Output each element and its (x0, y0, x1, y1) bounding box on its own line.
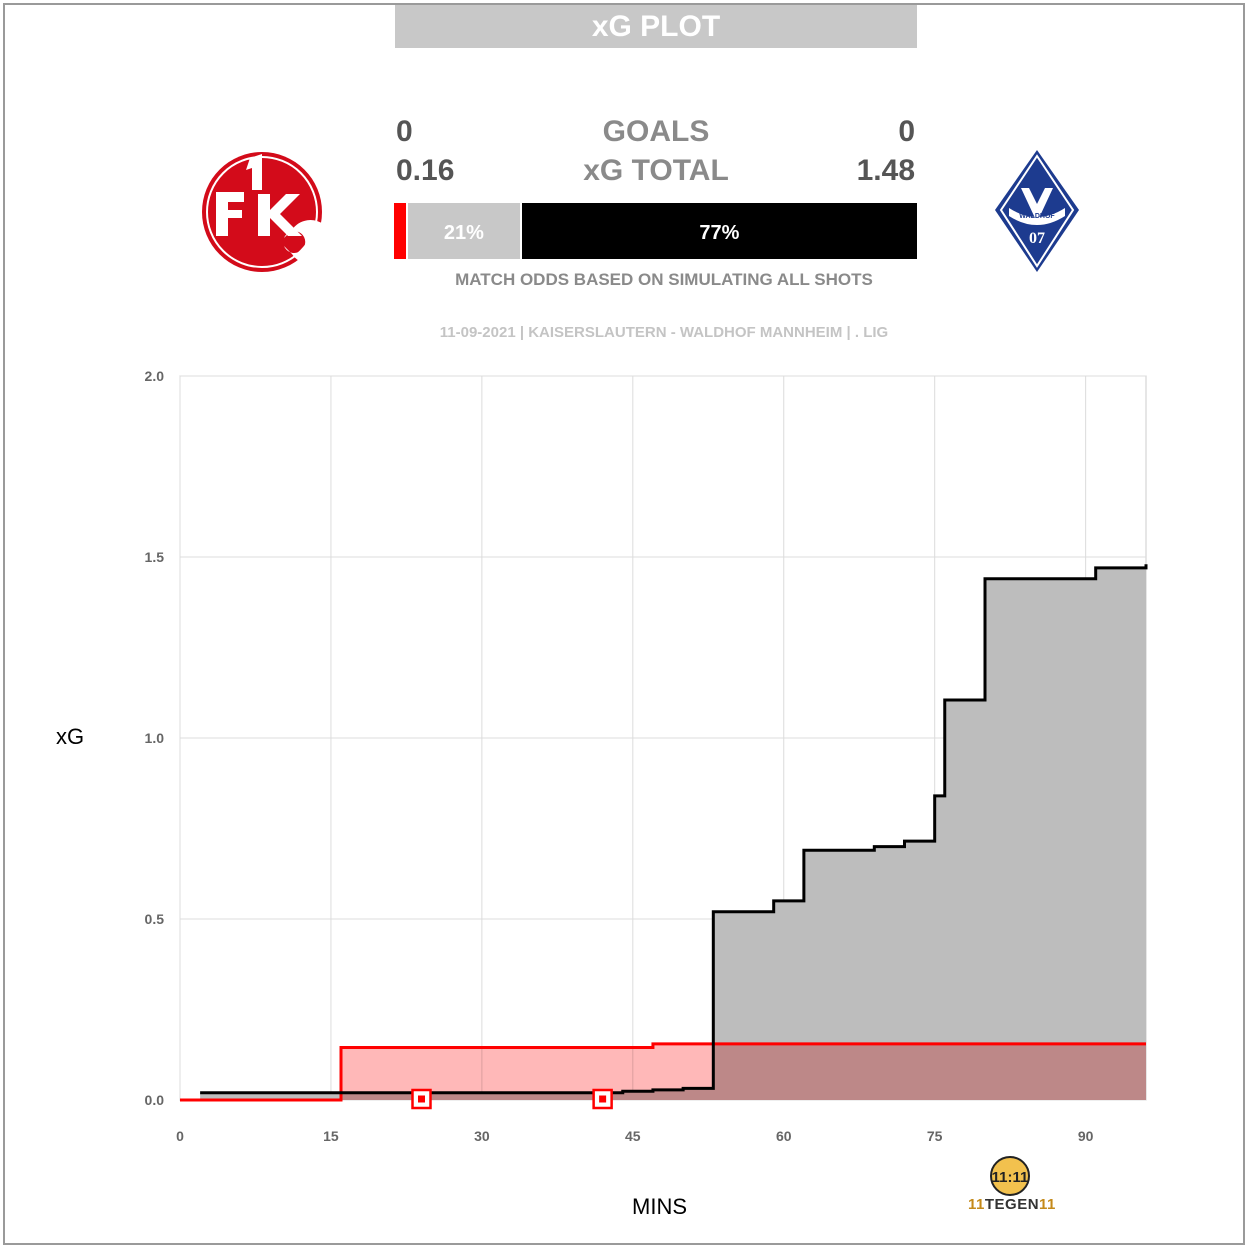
y-tick-label: 1.5 (145, 549, 165, 565)
11tegen11-logo-icon: 11:11 (990, 1156, 1030, 1196)
x-tick-label: 60 (776, 1128, 792, 1144)
y-axis-label: xG (56, 724, 85, 749)
y-tick-label: 2.0 (145, 368, 165, 384)
odds-away-segment: 77% (521, 203, 917, 259)
away-goals: 0 (898, 115, 915, 148)
logo-wordmark: 11TEGEN11 (968, 1196, 1056, 1213)
goal-marker-dot (418, 1095, 425, 1103)
waldhof-crest-icon: WALDHOF 07 (995, 150, 1079, 272)
odds-caption: MATCH ODDS BASED ON SIMULATING ALL SHOTS (455, 270, 873, 289)
x-tick-label: 90 (1078, 1128, 1094, 1144)
fck-crest-icon (202, 152, 324, 272)
svg-text:11:11: 11:11 (992, 1169, 1029, 1186)
home-xg-area (180, 1043, 1146, 1100)
x-tick-label: 45 (625, 1128, 641, 1144)
y-tick-label: 0.5 (145, 911, 165, 927)
x-axis-label: MINS (632, 1194, 687, 1219)
goals-label: GOALS (602, 115, 710, 148)
home-crest (202, 152, 324, 272)
home-goals: 0 (396, 115, 413, 148)
odds-home-segment (394, 203, 406, 259)
odds-draw-segment: 21% (408, 203, 520, 259)
logo-mark: 11:11 (990, 1156, 1030, 1196)
y-tick-label: 0.0 (145, 1092, 165, 1108)
svg-text:07: 07 (1029, 230, 1045, 247)
match-info: 11-09-2021 | KAISERSLAUTERN - WALDHOF MA… (439, 324, 889, 341)
x-tick-label: 30 (474, 1128, 490, 1144)
x-tick-label: 0 (176, 1128, 184, 1144)
away-xg-area (200, 564, 1146, 1100)
home-xg-line (180, 1042, 1146, 1102)
away-crest: WALDHOF 07 (995, 150, 1079, 272)
goal-marker-dot (599, 1095, 607, 1103)
home-xg-total: 0.16 (396, 154, 455, 187)
match-odds-bar: 21% 77% (394, 203, 917, 259)
away-xg-line (200, 564, 1148, 1095)
outer-frame (3, 3, 1245, 1245)
x-tick-label: 15 (323, 1128, 339, 1144)
svg-text:WALDHOF: WALDHOF (1019, 213, 1055, 220)
x-tick-label: 75 (927, 1128, 943, 1144)
away-xg-total: 1.48 (856, 154, 915, 187)
page-title: xG PLOT (395, 5, 917, 48)
xg-total-label: xG TOTAL (583, 154, 729, 187)
y-tick-label: 1.0 (145, 730, 165, 746)
